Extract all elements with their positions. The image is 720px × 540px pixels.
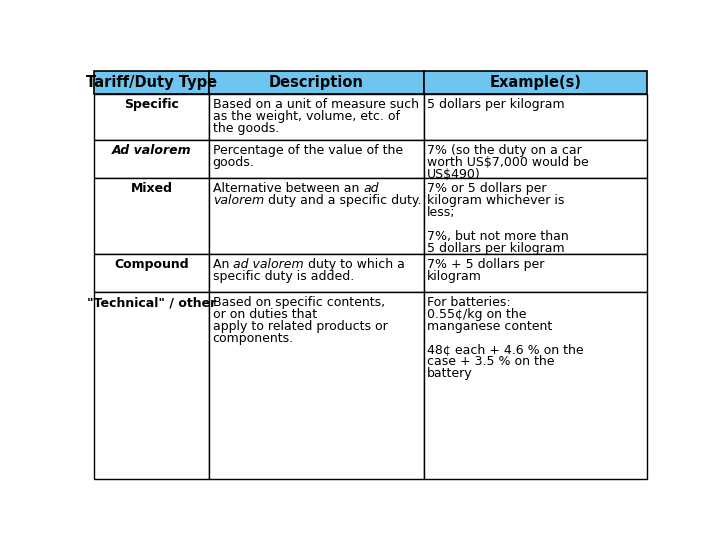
Text: Tariff/Duty Type: Tariff/Duty Type (86, 75, 217, 90)
Bar (94, 254, 210, 292)
Bar (94, 292, 210, 478)
Text: 48¢ each + 4.6 % on the: 48¢ each + 4.6 % on the (427, 343, 584, 356)
Bar (210, 140, 423, 178)
Text: Alternative between an: Alternative between an (212, 183, 363, 195)
Text: kilogram whichever is: kilogram whichever is (427, 194, 564, 207)
Text: Compound: Compound (114, 258, 189, 271)
Text: 0.55¢/kg on the: 0.55¢/kg on the (427, 308, 526, 321)
Text: Description: Description (269, 75, 364, 90)
Text: "Technical" / other: "Technical" / other (87, 296, 217, 309)
Bar (423, 292, 647, 478)
Text: Based on a unit of measure such: Based on a unit of measure such (212, 98, 419, 111)
Text: as the weight, volume, etc. of: as the weight, volume, etc. of (212, 110, 400, 123)
Text: less;: less; (427, 206, 456, 219)
Text: 7% + 5 dollars per: 7% + 5 dollars per (427, 258, 544, 271)
Bar (423, 254, 647, 292)
Text: the goods.: the goods. (212, 122, 279, 134)
Bar (423, 140, 647, 178)
Text: specific duty is added.: specific duty is added. (212, 269, 354, 282)
Bar (210, 178, 423, 254)
Text: worth US$7,000 would be: worth US$7,000 would be (427, 156, 589, 169)
Text: 7%, but not more than: 7%, but not more than (427, 230, 569, 243)
Text: Percentage of the value of the: Percentage of the value of the (212, 144, 403, 157)
Bar (210, 94, 423, 140)
Text: components.: components. (212, 332, 294, 345)
Text: 7% or 5 dollars per: 7% or 5 dollars per (427, 183, 546, 195)
Text: For batteries:: For batteries: (427, 296, 510, 309)
Text: 5 dollars per kilogram: 5 dollars per kilogram (427, 241, 564, 255)
Text: ad valorem: ad valorem (233, 258, 304, 271)
Bar (423, 178, 647, 254)
Text: apply to related products or: apply to related products or (212, 320, 387, 333)
Text: battery: battery (427, 367, 472, 380)
Bar (210, 292, 423, 478)
Bar (94, 178, 210, 254)
Text: Ad valorem: Ad valorem (112, 144, 192, 157)
Text: Example(s): Example(s) (490, 75, 581, 90)
Bar (423, 94, 647, 140)
Text: Based on specific contents,: Based on specific contents, (212, 296, 385, 309)
Text: Mixed: Mixed (131, 183, 173, 195)
Text: kilogram: kilogram (427, 269, 482, 282)
Text: An: An (212, 258, 233, 271)
Bar (210, 254, 423, 292)
Text: ad: ad (363, 183, 379, 195)
Text: case + 3.5 % on the: case + 3.5 % on the (427, 355, 554, 368)
Bar (94, 94, 210, 140)
Bar (94, 71, 210, 94)
Bar (210, 71, 423, 94)
Text: 7% (so the duty on a car: 7% (so the duty on a car (427, 144, 582, 157)
Bar (94, 140, 210, 178)
Text: goods.: goods. (212, 156, 254, 169)
Text: manganese content: manganese content (427, 320, 552, 333)
Bar (423, 71, 647, 94)
Text: Specific: Specific (125, 98, 179, 111)
Text: US$490): US$490) (427, 168, 481, 181)
Text: or on duties that: or on duties that (212, 308, 317, 321)
Text: 5 dollars per kilogram: 5 dollars per kilogram (427, 98, 564, 111)
Text: duty to which a: duty to which a (304, 258, 405, 271)
Text: duty and a specific duty.: duty and a specific duty. (264, 194, 421, 207)
Text: valorem: valorem (212, 194, 264, 207)
